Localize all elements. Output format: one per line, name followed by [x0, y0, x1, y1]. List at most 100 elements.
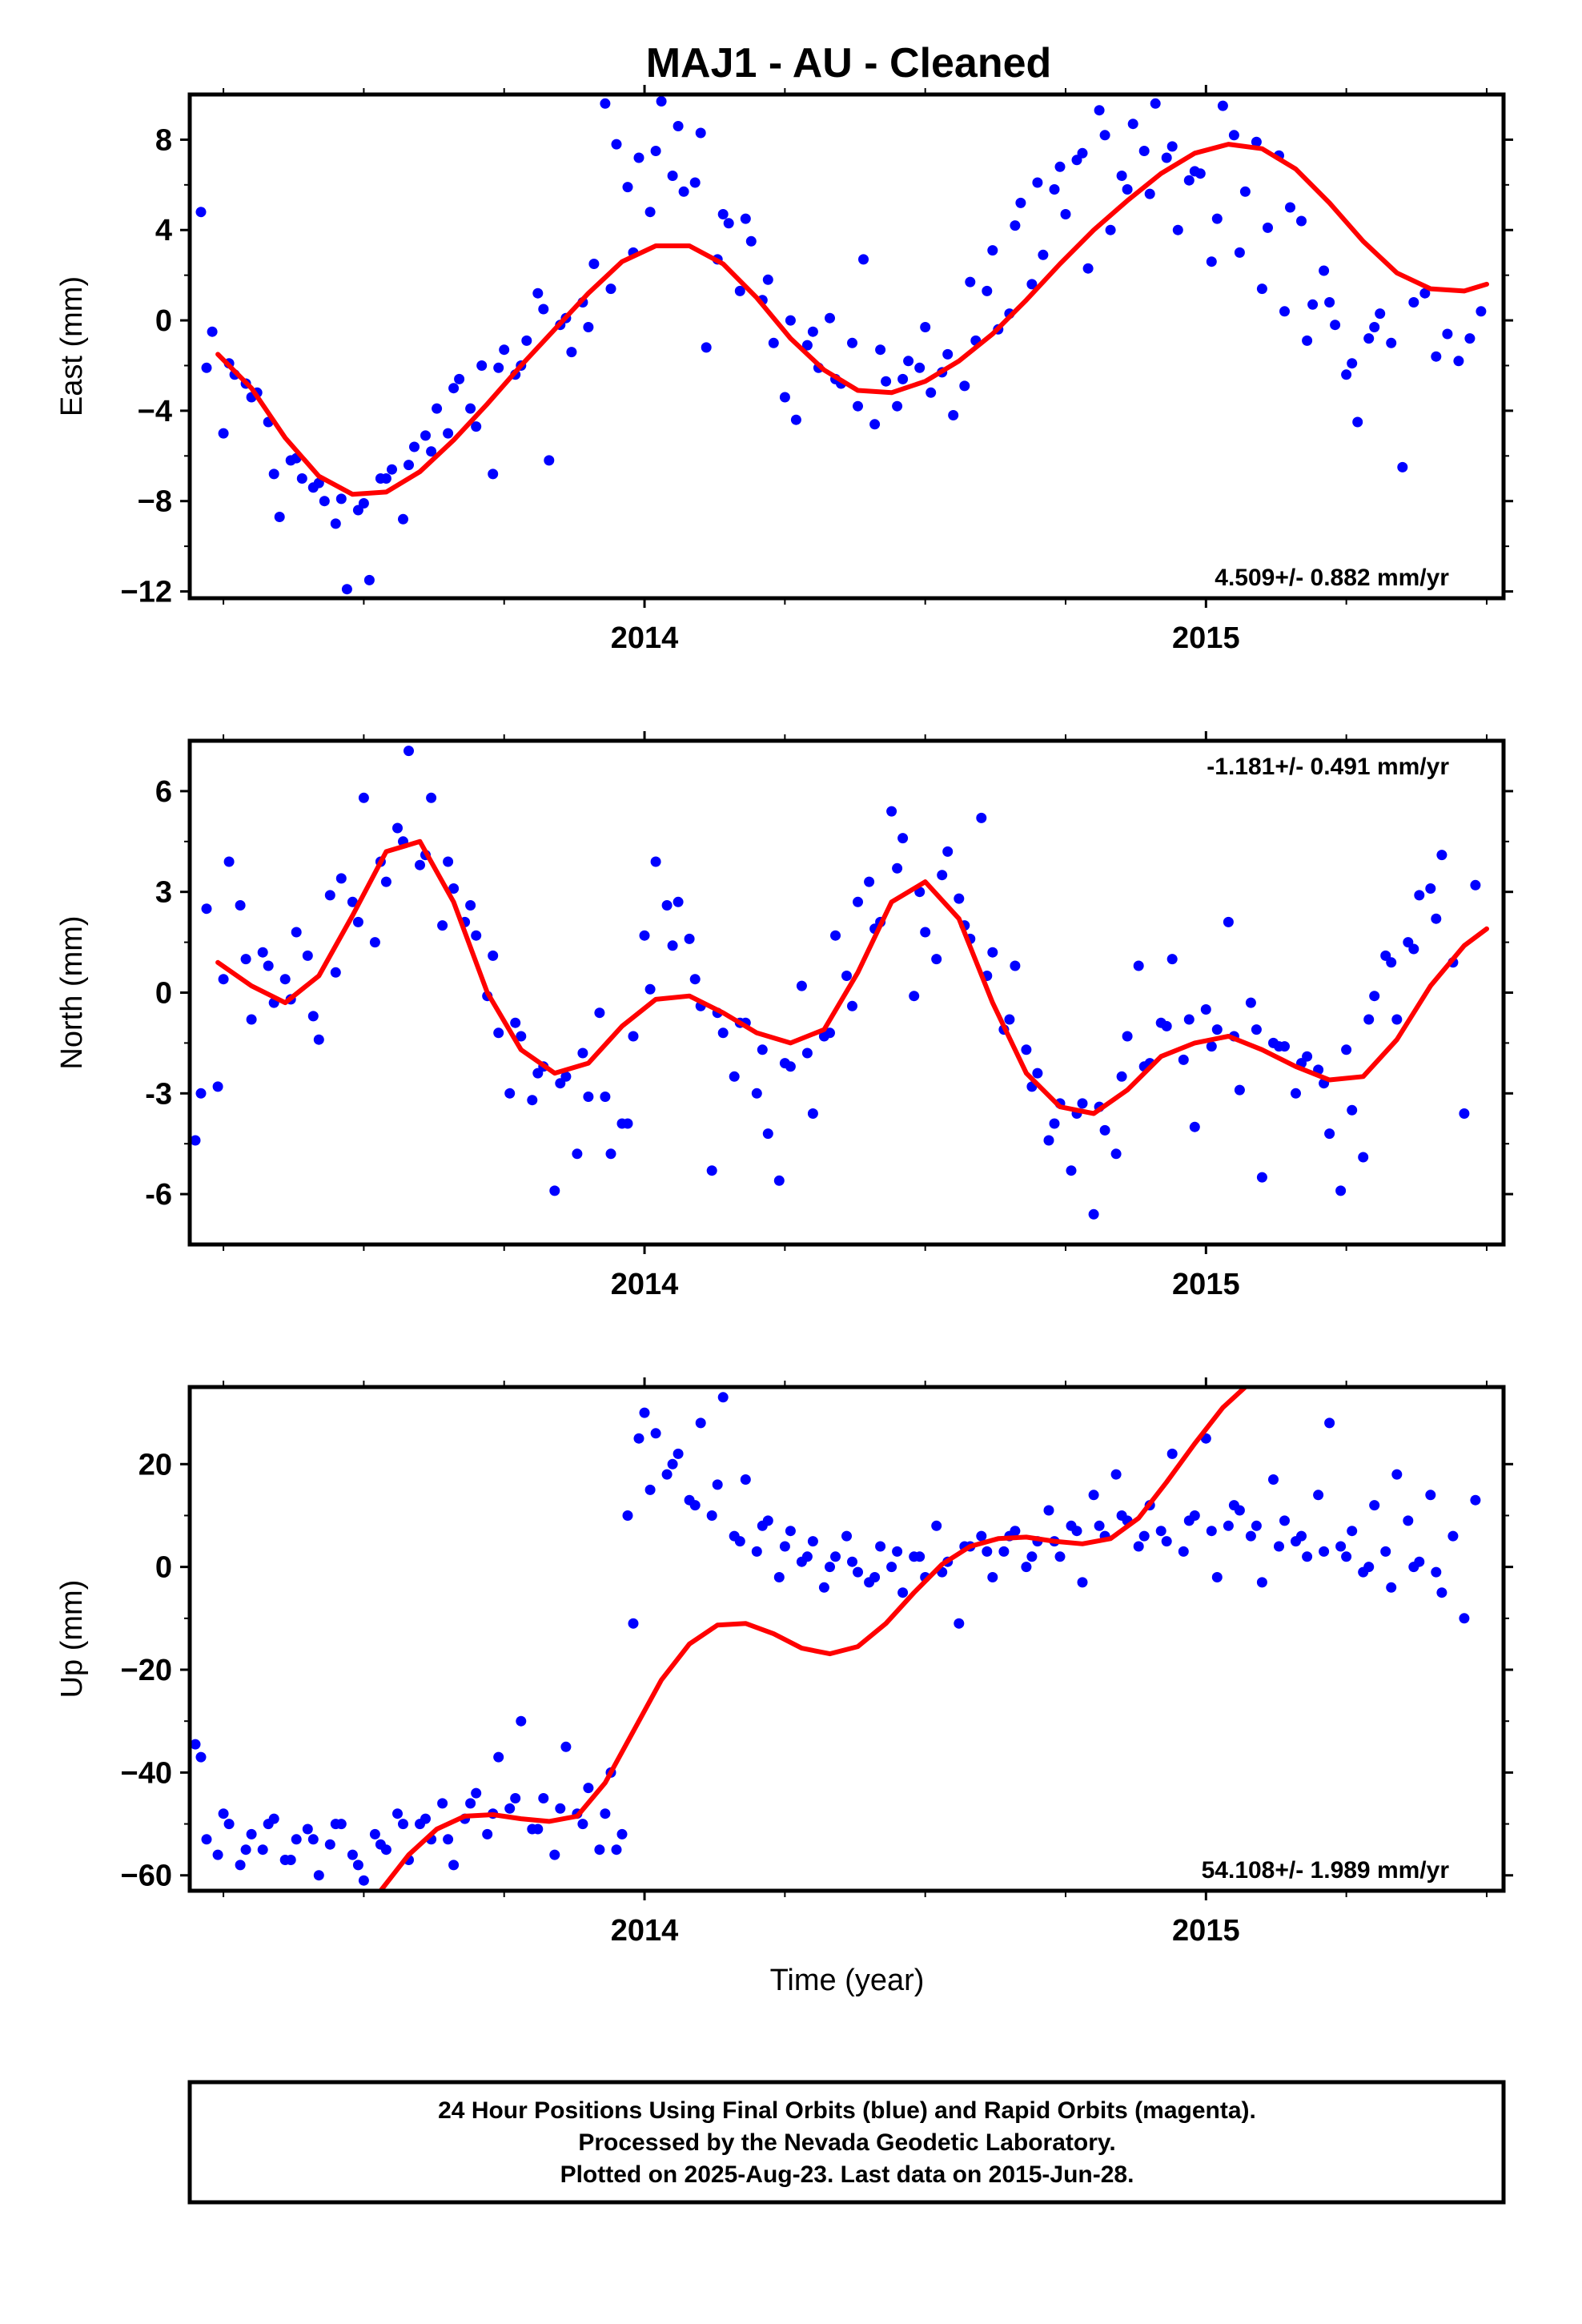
- up-data-point: [1380, 1546, 1391, 1557]
- east-ytick-label: 8: [155, 123, 172, 157]
- north-data-point: [1245, 997, 1256, 1008]
- north-data-point: [954, 893, 965, 904]
- up-data-point: [1071, 1526, 1082, 1537]
- east-data-point: [768, 337, 779, 348]
- east-data-point: [409, 441, 420, 452]
- up-data-point: [695, 1417, 706, 1429]
- north-data-point: [380, 876, 391, 887]
- north-data-point: [762, 1128, 773, 1140]
- east-data-point: [1127, 119, 1138, 130]
- north-data-point: [1369, 991, 1380, 1002]
- east-panel: 8 4 0 −4 −8 −12 2014 2015 East (mm) 4.509+/- 0.88…: [55, 85, 1513, 655]
- up-data-point: [1077, 1577, 1088, 1588]
- north-data-point: [1234, 1084, 1245, 1096]
- east-data-point: [807, 326, 818, 337]
- north-data-point: [1341, 1044, 1352, 1055]
- up-data-point: [757, 1520, 768, 1531]
- east-frame: [187, 92, 1506, 601]
- up-data-point: [1211, 1572, 1223, 1582]
- up-ytick-label: −40: [121, 1756, 172, 1790]
- north-data-point: [757, 1044, 768, 1055]
- up-data-point: [853, 1566, 863, 1578]
- east-data-point: [195, 207, 207, 218]
- up-data-point: [223, 1819, 235, 1830]
- east-data-point: [588, 259, 600, 269]
- east-data-point: [1453, 356, 1464, 367]
- east-data-point: [566, 347, 577, 358]
- east-data-point: [296, 473, 307, 484]
- east-data-point: [926, 387, 937, 398]
- east-data-point: [420, 430, 431, 441]
- east-data-point: [1015, 197, 1026, 208]
- up-data-point: [358, 1875, 369, 1886]
- up-data-point: [1408, 1562, 1419, 1573]
- up-data-point: [987, 1572, 998, 1582]
- north-data-point: [549, 1185, 560, 1196]
- east-data-point: [1116, 171, 1127, 181]
- up-data-point: [510, 1793, 521, 1803]
- east-data-point: [892, 400, 903, 412]
- east-data-point: [1138, 146, 1150, 156]
- north-data-point: [892, 862, 903, 874]
- east-data-point: [313, 477, 324, 489]
- north-data-point: [1324, 1128, 1335, 1140]
- up-data-point: [650, 1428, 661, 1439]
- north-ytick-label: -6: [145, 1178, 172, 1212]
- north-data-point: [415, 859, 425, 870]
- east-data-point: [847, 337, 857, 348]
- up-data-point: [616, 1828, 628, 1839]
- east-data-point: [432, 403, 443, 414]
- east-data-point: [656, 96, 667, 107]
- up-data-point: [673, 1448, 684, 1459]
- up-data-point: [931, 1520, 942, 1531]
- north-data-point: [1088, 1208, 1099, 1220]
- east-data-point: [1285, 202, 1295, 213]
- east-data-point: [762, 274, 773, 285]
- north-data-point: [976, 812, 987, 823]
- up-data-point: [482, 1828, 493, 1839]
- north-data-point: [605, 1148, 616, 1160]
- east-data-point: [695, 127, 706, 139]
- up-data-point: [628, 1618, 639, 1629]
- east-data-point: [942, 348, 954, 360]
- north-data-point: [594, 1007, 605, 1019]
- up-data-point: [1431, 1566, 1442, 1578]
- up-points: [190, 1392, 1481, 1886]
- up-data-point: [218, 1808, 229, 1819]
- up-ytick-label: 0: [155, 1551, 172, 1585]
- east-data-point: [335, 493, 347, 505]
- up-data-point: [622, 1510, 633, 1521]
- up-data-point: [1391, 1469, 1403, 1480]
- east-data-point: [521, 335, 532, 346]
- up-data-point: [352, 1860, 363, 1871]
- up-ytick-label: 20: [139, 1448, 172, 1482]
- east-data-point: [920, 322, 931, 332]
- north-data-point: [1049, 1118, 1060, 1129]
- east-data-point: [1094, 105, 1105, 116]
- up-data-point: [465, 1798, 476, 1809]
- up-data-point: [706, 1510, 717, 1521]
- east-data-point: [476, 360, 488, 371]
- up-data-point: [493, 1751, 504, 1763]
- north-data-point: [493, 1027, 504, 1039]
- east-data-point: [1150, 98, 1161, 109]
- east-data-point: [779, 392, 790, 403]
- east-data-point: [881, 376, 892, 387]
- north-data-point: [1004, 1014, 1015, 1025]
- north-data-point: [1010, 960, 1021, 971]
- up-data-point: [740, 1474, 751, 1485]
- up-xtick-label: 2014: [611, 1914, 679, 1948]
- footer-line-2: Processed by the Nevada Geodetic Laborat…: [578, 2129, 1115, 2156]
- east-data-point: [959, 380, 970, 392]
- north-data-point: [263, 960, 274, 971]
- north-data-point: [235, 900, 246, 911]
- north-data-point: [510, 1017, 521, 1028]
- east-data-point: [404, 460, 414, 471]
- up-data-point: [235, 1860, 246, 1871]
- up-data-point: [1425, 1490, 1436, 1501]
- up-data-point: [1319, 1546, 1330, 1557]
- up-data-point: [1268, 1474, 1279, 1485]
- east-data-point: [1408, 297, 1419, 308]
- east-data-point: [875, 344, 886, 356]
